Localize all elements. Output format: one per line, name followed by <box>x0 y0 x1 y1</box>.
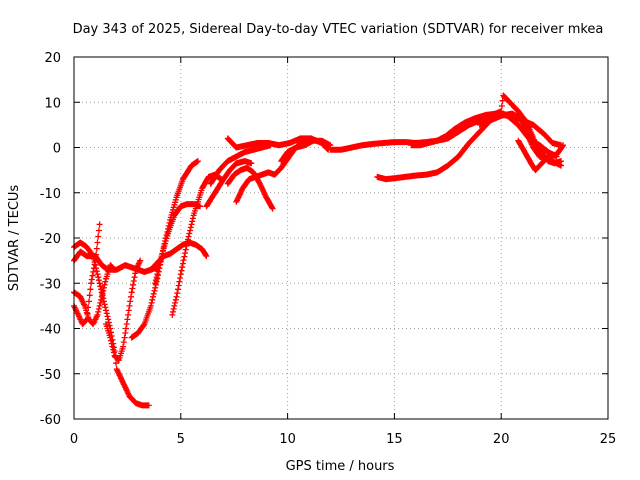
x-axis-label: GPS time / hours <box>286 459 395 474</box>
data-marker-path <box>278 137 334 165</box>
data-marker-path <box>476 92 564 167</box>
data-marker-path <box>207 142 274 187</box>
x-tick-label: 10 <box>279 432 296 447</box>
data-marker-path <box>224 164 276 212</box>
data-marker-path <box>71 248 161 275</box>
series-sat-1 <box>71 248 161 275</box>
x-tick-label: 15 <box>386 432 403 447</box>
y-tick-label: -20 <box>40 232 61 247</box>
series-sat-5 <box>103 257 144 364</box>
y-tick-label: -10 <box>40 187 61 202</box>
y-tick-label: 0 <box>53 142 61 157</box>
y-tick-label: -60 <box>40 413 61 428</box>
y-tick-label: -50 <box>40 368 61 383</box>
data-marker-path <box>128 158 201 341</box>
x-tick-label: 5 <box>177 432 185 447</box>
x-tick-label: 25 <box>600 432 617 447</box>
series-sat-12 <box>224 164 276 212</box>
data-marker-path <box>103 257 144 364</box>
y-tick-label: -40 <box>40 323 61 338</box>
plot-frame <box>73 56 609 420</box>
x-tick-label: 0 <box>70 432 78 447</box>
series-sat-6 <box>128 158 201 341</box>
y-tick-label: 10 <box>44 96 61 111</box>
y-tick-label: 20 <box>44 51 61 66</box>
data-points <box>71 92 567 409</box>
series-sat-10 <box>203 158 255 210</box>
series-sat-11 <box>207 142 274 187</box>
chart-title: Day 343 of 2025, Sidereal Day-to-day VTE… <box>73 22 604 37</box>
data-marker-path <box>203 158 255 210</box>
series-sat-15 <box>278 137 334 165</box>
series-sat-19 <box>476 92 564 167</box>
data-marker-path <box>515 137 567 174</box>
grid-lines <box>74 57 608 419</box>
axis-ticks: 0 5 10 15 20 25 -60 -50 -40 -30 -20 -10 0 10 20 <box>40 51 617 447</box>
y-axis-label: SDTVAR / TECUs <box>7 185 22 292</box>
x-tick-label: 20 <box>493 432 510 447</box>
series-sat-20 <box>515 137 567 174</box>
y-tick-label: -30 <box>40 277 61 292</box>
